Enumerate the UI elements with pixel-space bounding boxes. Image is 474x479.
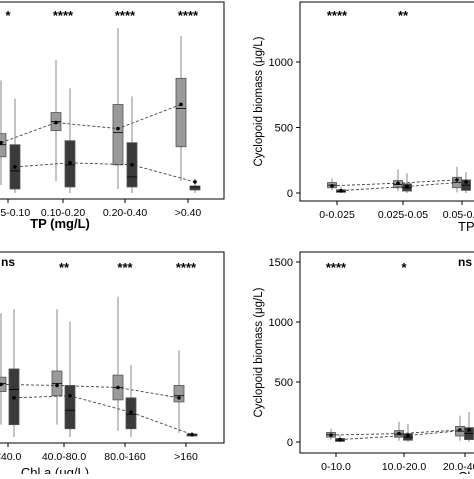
mean-point [68,161,72,165]
y-tick-label: 1000 [269,317,293,329]
mean-point [177,396,181,400]
y-axis-label: Cyclopoid biomass (μg/L) [253,287,265,417]
x-tick-label: 0.05-0.1 [443,209,474,221]
x-tick-label: 40.0-80.0 [42,451,87,463]
mean-point [458,428,462,432]
box [175,77,187,148]
x-tick-label: 0.10-0.20 [41,207,86,219]
mean-point [0,140,3,145]
box [112,104,124,166]
significance-label: **** [115,8,136,23]
y-tick-label: 500 [275,377,293,389]
box [189,185,201,191]
significance-label: ns [1,255,15,269]
mean-point [405,184,409,189]
significance-label: **** [327,8,348,23]
x-axis-label: TP (mg/L) [30,216,90,231]
x-tick-label: 80.0-160 [104,451,146,463]
mean-point [464,180,468,184]
x-tick-label: 10.0-20.0 [382,461,427,473]
x-tick-label: >160 [174,451,198,463]
mean-point [179,102,183,107]
x-tick-label: <40.0 [0,451,21,463]
mean-trend-line [13,395,193,435]
significance-label: * [5,8,11,23]
x-tick-label: 0-0.025 [319,209,355,221]
significance-label: ns [458,255,472,269]
x-tick-label: >0.40 [175,207,202,219]
mean-point [0,382,3,387]
x-tick-label: 20.0-40.0 [443,461,474,473]
y-axis-label: Cyclopoid biomass (μg/L) [253,36,265,166]
mean-point [12,396,16,400]
mean-point [54,120,58,125]
mean-point [13,165,17,169]
panel-frame [0,251,225,444]
mean-point [193,180,197,184]
mean-point [116,126,120,131]
significance-label: *** [117,260,133,275]
mean-point [129,410,133,415]
x-tick-label: 0.20-0.40 [103,207,148,219]
mean-point [455,178,459,182]
panel-frame [299,1,474,202]
y-tick-label: 1500 [269,257,293,269]
mean-trend-line [339,429,470,441]
significance-label: ** [398,8,409,23]
y-tick-label: 0 [287,188,293,200]
significance-label: **** [178,8,199,23]
mean-trend-line [0,383,180,399]
box [173,385,185,403]
y-tick-label: 0 [287,437,293,449]
mean-point [406,433,410,438]
mean-point [396,181,400,185]
significance-label: **** [176,260,197,275]
mean-point [190,432,194,437]
x-axis-label: Chl.a (μg/L) [21,465,89,474]
mean-point [397,431,401,436]
mean-trend-line [0,104,182,144]
x-tick-label: 0.025-0.05 [378,209,428,221]
mean-point [130,163,134,167]
mean-point [68,393,72,398]
mean-point [55,383,59,388]
x-axis-label: TP [458,219,474,234]
mean-trend-line [330,429,461,436]
panel-frame [0,1,225,200]
panel-frame [299,251,474,454]
mean-point [467,428,471,432]
y-tick-label: 500 [275,123,293,135]
mean-point [116,385,120,390]
box [0,133,7,158]
mean-point [330,183,334,188]
y-tick-label: 1000 [269,57,293,69]
x-tick-label: 0.05-0.10 [0,207,30,219]
x-axis-label: Chl. [458,469,474,474]
significance-label: ** [59,260,70,275]
mean-point [338,437,342,442]
significance-label: **** [53,8,74,23]
mean-trend-line [14,162,196,183]
mean-point [339,188,343,193]
x-tick-label: 0-10.0 [321,461,351,473]
significance-label: * [401,260,407,275]
mean-point [329,433,333,437]
significance-label: **** [326,260,347,275]
box [64,385,76,430]
